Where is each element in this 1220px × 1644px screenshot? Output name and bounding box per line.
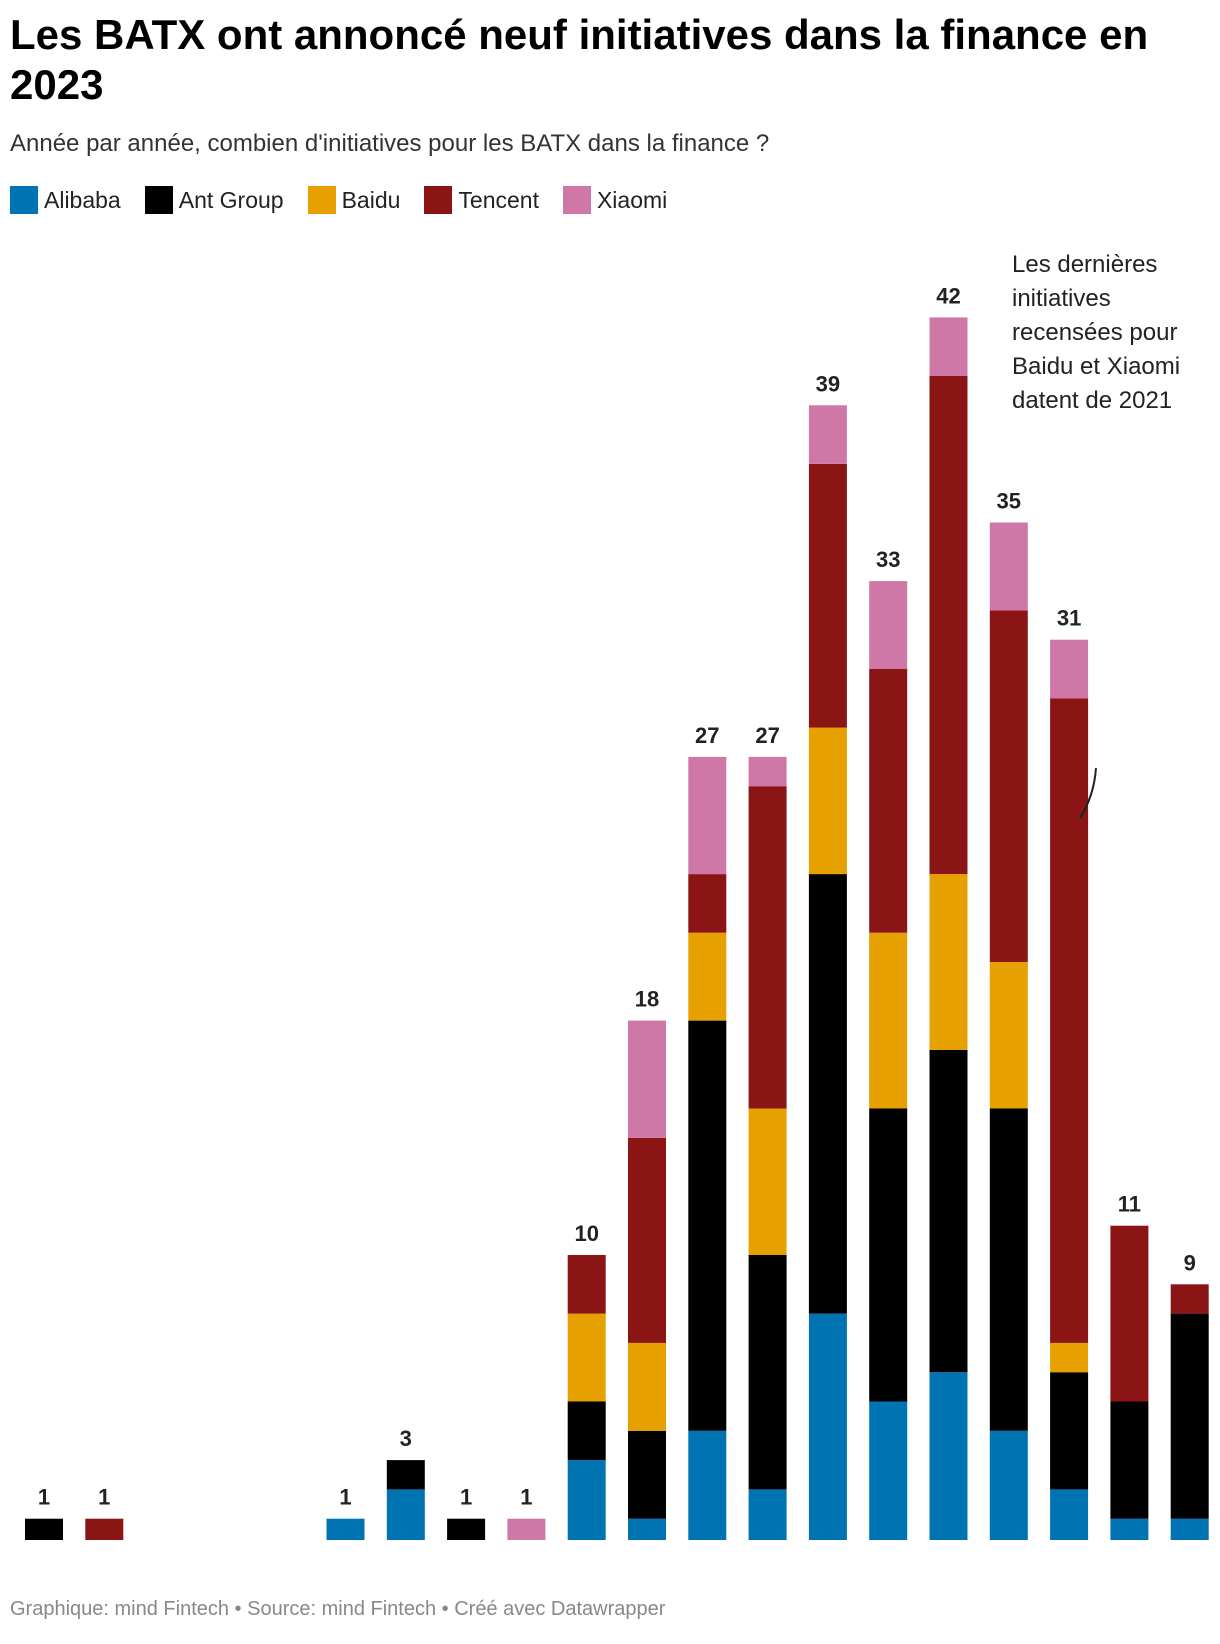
bar-xiaomi-2020	[989, 522, 1028, 611]
bar-alibaba-2014	[628, 1518, 666, 1540]
bar-baidu-2017	[808, 727, 847, 875]
bar-tencent-2023	[1170, 1284, 1209, 1314]
bar-tencent-2017	[808, 463, 847, 728]
bar-alibaba-2020	[989, 1430, 1028, 1540]
bar-baidu-2016	[748, 1108, 787, 1255]
total-label-2018: 33	[876, 547, 900, 572]
legend-item-baidu: Baidu	[307, 186, 401, 214]
legend-swatch-baidu	[307, 186, 336, 214]
bar-ant-group-2010	[386, 1460, 425, 1490]
legend-item-alibaba: Alibaba	[10, 186, 121, 214]
bar-xiaomi-2018	[869, 581, 908, 669]
legend-label-xiaomi: Xiaomi	[596, 186, 668, 213]
total-label-2011: 1	[460, 1485, 472, 1510]
bar-xiaomi-2012	[507, 1518, 546, 1540]
bar-baidu-2021	[1050, 1342, 1089, 1373]
total-label-2013: 10	[574, 1221, 598, 1246]
bar-tencent-2016	[748, 786, 787, 1109]
annotation-connector	[1079, 767, 1097, 819]
bar-ant-group-2016	[748, 1255, 787, 1490]
bar-ant-group-2004	[25, 1518, 63, 1540]
bar-alibaba-2016	[748, 1489, 787, 1540]
total-label-2010: 3	[400, 1426, 412, 1451]
total-label-2014: 18	[635, 987, 659, 1012]
bar-baidu-2018	[869, 932, 908, 1109]
bar-alibaba-2013	[567, 1460, 606, 1540]
bar-tencent-2020	[989, 610, 1028, 962]
chart-subtitle: Année par année, combien d'initiatives p…	[10, 130, 770, 157]
bar-alibaba-2010	[386, 1489, 425, 1540]
total-label-2004: 1	[38, 1485, 50, 1510]
chart-title: Les BATX ont annoncé neuf initiatives da…	[10, 11, 1149, 108]
bar-ant-group-2022	[1110, 1401, 1149, 1519]
total-label-2020: 35	[997, 489, 1021, 514]
legend-label-ant-group: Ant Group	[178, 186, 284, 213]
bar-xiaomi-2017	[808, 405, 847, 464]
total-label-2005: 1	[98, 1485, 110, 1510]
bar-xiaomi-2014	[628, 1020, 666, 1138]
legend: Alibaba Ant Group Baidu Tencent Xiaomi	[10, 186, 691, 214]
total-label-2022: 11	[1118, 1192, 1141, 1217]
bar-ant-group-2021	[1050, 1372, 1089, 1490]
bar-ant-group-2019	[929, 1049, 968, 1373]
total-label-2017: 39	[816, 371, 840, 396]
total-label-2015: 27	[695, 723, 719, 748]
bar-ant-group-2013	[567, 1401, 606, 1461]
bars-group	[25, 317, 1209, 1540]
bar-alibaba-2017	[808, 1313, 847, 1540]
bar-ant-group-2011	[447, 1518, 486, 1540]
legend-label-baidu: Baidu	[341, 186, 401, 213]
bar-alibaba-2009	[326, 1518, 365, 1540]
bar-xiaomi-2021	[1050, 639, 1089, 699]
bar-tencent-2013	[567, 1255, 606, 1314]
bar-tencent-2014	[628, 1137, 666, 1343]
bar-xiaomi-2019	[929, 317, 968, 376]
bar-baidu-2013	[567, 1313, 606, 1402]
bar-tencent-2021	[1050, 698, 1089, 1343]
total-label-2016: 27	[755, 723, 779, 748]
bar-ant-group-2017	[808, 874, 847, 1314]
total-label-2009: 1	[339, 1485, 351, 1510]
bar-tencent-2018	[869, 669, 908, 933]
bar-ant-group-2014	[628, 1430, 666, 1519]
bar-baidu-2020	[989, 962, 1028, 1109]
bar-baidu-2019	[929, 874, 968, 1050]
bar-xiaomi-2016	[748, 756, 787, 787]
total-label-2023: 9	[1184, 1250, 1196, 1275]
bar-baidu-2014	[628, 1342, 666, 1431]
total-label-2012: 1	[520, 1485, 532, 1510]
bar-alibaba-2023	[1170, 1518, 1209, 1540]
bar-ant-group-2023	[1170, 1313, 1209, 1519]
chart-footer: Graphique: mind Fintech • Source: mind F…	[10, 1598, 666, 1620]
total-label-2019: 42	[936, 283, 960, 308]
bar-tencent-2019	[929, 376, 968, 875]
legend-swatch-xiaomi	[562, 186, 591, 214]
bar-alibaba-2015	[688, 1430, 727, 1540]
bar-xiaomi-2015	[688, 756, 727, 875]
bar-alibaba-2022	[1110, 1518, 1149, 1540]
bar-ant-group-2015	[688, 1020, 727, 1431]
legend-label-alibaba: Alibaba	[44, 186, 121, 213]
bar-alibaba-2021	[1050, 1489, 1089, 1540]
bar-tencent-2015	[688, 874, 727, 933]
annotation-text: Les dernières initiatives recensées pour…	[1012, 251, 1181, 414]
legend-item-xiaomi: Xiaomi	[562, 186, 668, 214]
bar-ant-group-2018	[869, 1108, 908, 1402]
bar-tencent-2022	[1110, 1225, 1149, 1402]
legend-swatch-tencent	[424, 186, 453, 214]
bar-ant-group-2020	[989, 1108, 1028, 1431]
bar-alibaba-2019	[929, 1372, 968, 1540]
legend-item-ant-group: Ant Group	[144, 186, 284, 214]
bar-tencent-2005	[85, 1518, 124, 1540]
legend-item-tencent: Tencent	[424, 186, 539, 214]
legend-swatch-ant-group	[144, 186, 173, 214]
total-label-2021: 31	[1057, 606, 1081, 631]
bar-baidu-2015	[688, 932, 727, 1021]
bar-alibaba-2018	[869, 1401, 908, 1540]
legend-label-tencent: Tencent	[458, 186, 539, 213]
legend-swatch-alibaba	[10, 186, 38, 214]
